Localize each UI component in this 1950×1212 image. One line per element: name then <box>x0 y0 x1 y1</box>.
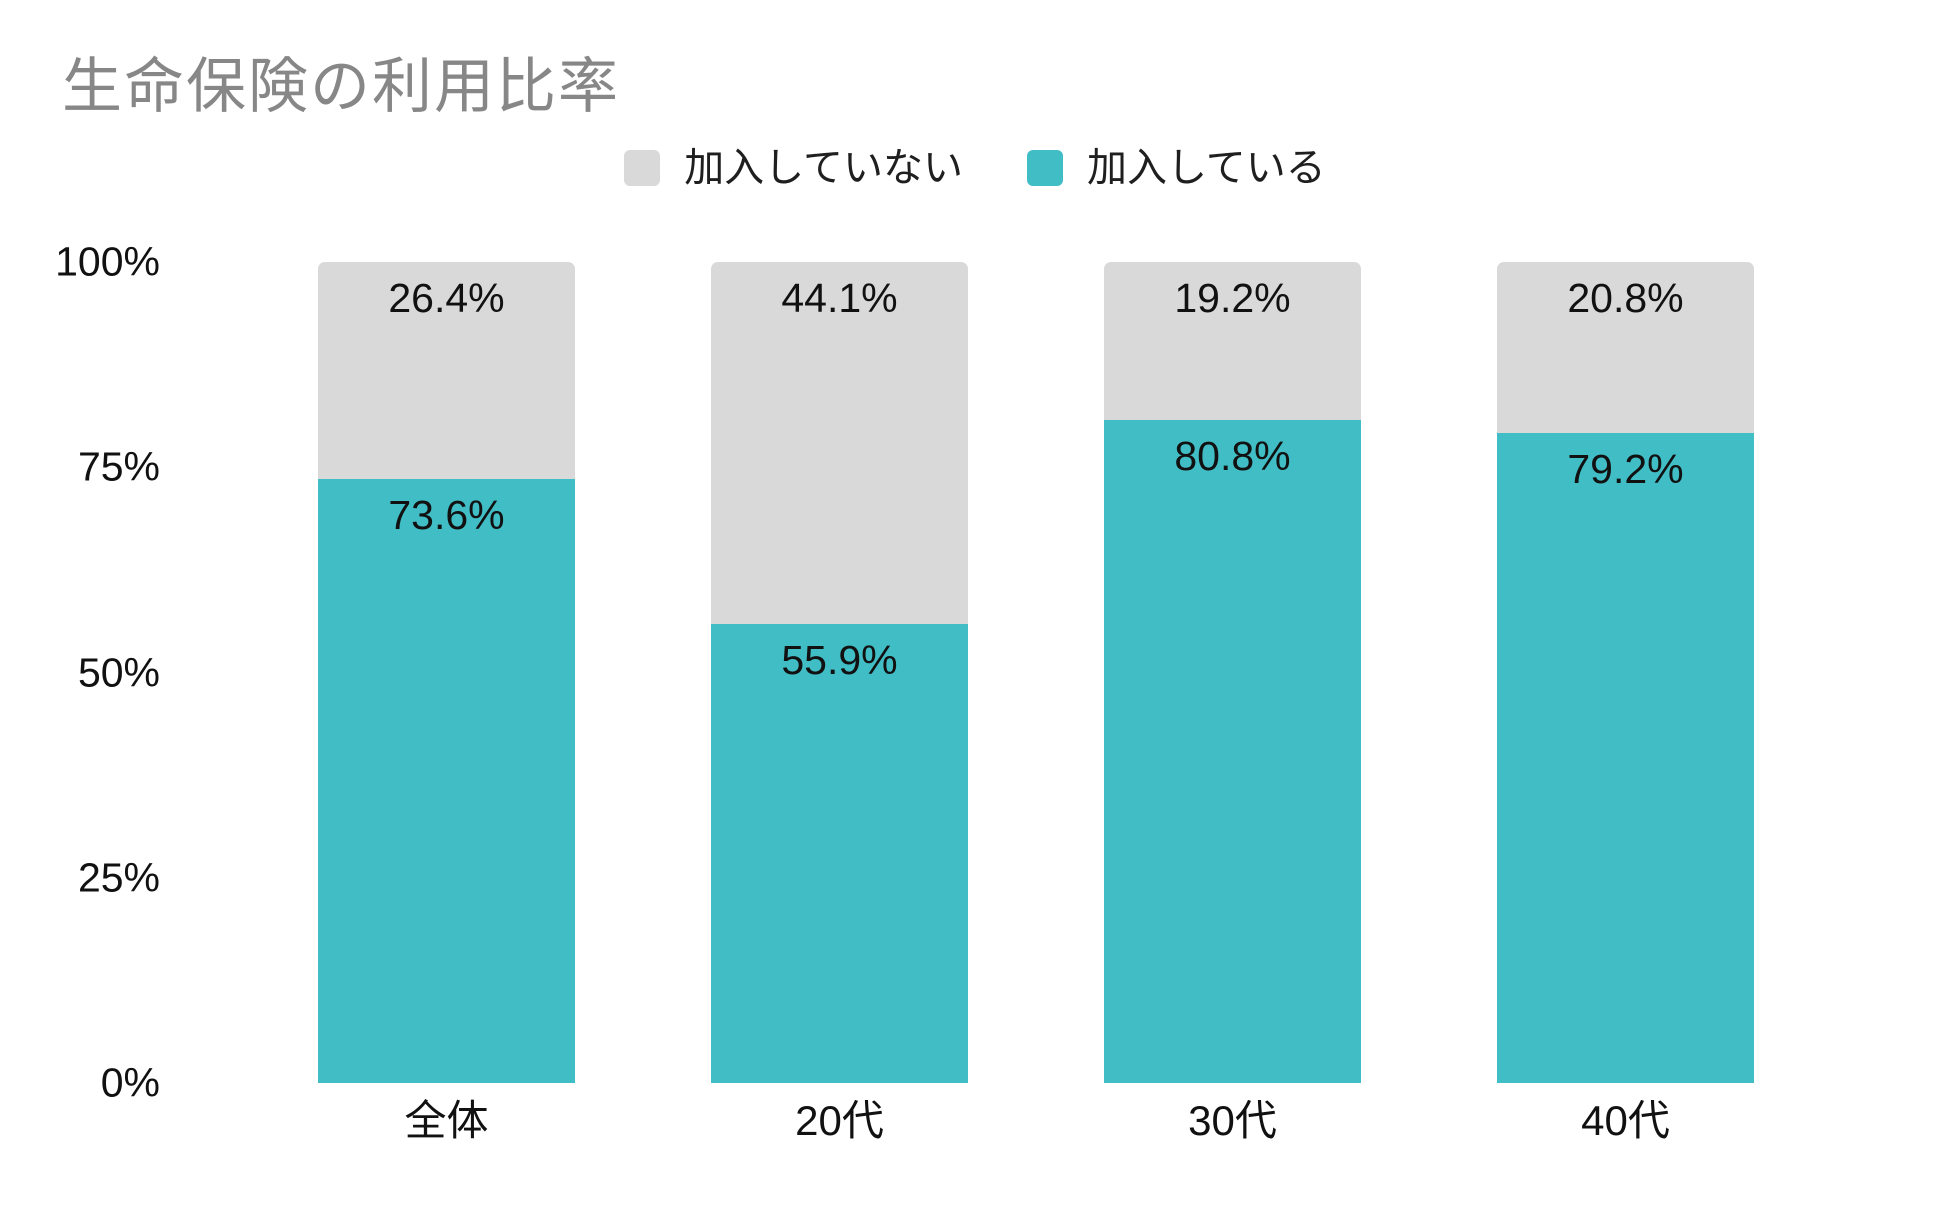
x-axis: 全体 20代 30代 40代 <box>250 1100 1822 1142</box>
legend: 加入していない 加入している <box>0 148 1950 188</box>
legend-label: 加入している <box>1087 146 1326 190</box>
y-tick: 25% <box>77 854 160 901</box>
legend-swatch-icon <box>1027 150 1063 186</box>
y-axis: 100% 75% 50% 25% 0% <box>40 241 160 1103</box>
y-tick: 0% <box>100 1059 160 1106</box>
legend-swatch-icon <box>624 150 661 186</box>
bar-value-label: 44.1% <box>781 275 898 321</box>
bar-segment-not-joined: 19.2% <box>1104 262 1361 420</box>
stacked-bar: 44.1% 55.9% <box>711 262 968 1083</box>
bar-value-label: 73.6% <box>388 491 505 538</box>
x-category-label: 40代 <box>1581 1097 1670 1144</box>
legend-label: 加入していない <box>684 146 963 190</box>
stacked-bar: 19.2% 80.8% <box>1104 262 1361 1083</box>
bar-segment-joined: 55.9% <box>711 624 968 1083</box>
bar-value-label: 20.8% <box>1567 275 1684 321</box>
bar-slot-3: 20.8% 79.2% <box>1429 262 1822 1083</box>
bar-slot-0: 26.4% 73.6% <box>250 262 643 1083</box>
bar-segment-not-joined: 20.8% <box>1497 262 1754 433</box>
bar-value-label: 79.2% <box>1567 445 1684 492</box>
x-category-label: 20代 <box>795 1097 884 1144</box>
bar-value-label: 26.4% <box>388 275 505 321</box>
stacked-bar: 26.4% 73.6% <box>318 262 575 1083</box>
bar-segment-joined: 79.2% <box>1497 432 1754 1083</box>
y-tick: 50% <box>77 649 160 695</box>
bar-slot-2: 19.2% 80.8% <box>1036 262 1429 1083</box>
bar-value-label: 55.9% <box>781 637 898 684</box>
bar-segment-not-joined: 26.4% <box>318 262 575 479</box>
chart-title: 生命保険の利用比率 <box>62 53 620 120</box>
x-category-label: 全体 <box>404 1097 489 1144</box>
stacked-bar: 20.8% 79.2% <box>1497 262 1754 1083</box>
bar-value-label: 19.2% <box>1174 275 1291 321</box>
y-tick: 75% <box>77 443 160 490</box>
legend-item-0: 加入していない <box>624 148 963 188</box>
bar-slot-1: 44.1% 55.9% <box>643 262 1036 1083</box>
bar-value-label: 80.8% <box>1174 432 1291 479</box>
bar-segment-not-joined: 44.1% <box>711 262 968 625</box>
bar-segment-joined: 80.8% <box>1104 419 1361 1083</box>
x-category-label: 30代 <box>1188 1097 1277 1144</box>
bar-segment-joined: 73.6% <box>318 478 575 1083</box>
plot-area: 26.4% 73.6% 44.1% 55.9% 19.2% 80.8% 20.8% 79.2% <box>250 262 1822 1083</box>
y-tick: 100% <box>55 238 160 285</box>
legend-item-1: 加入している <box>1027 148 1326 188</box>
